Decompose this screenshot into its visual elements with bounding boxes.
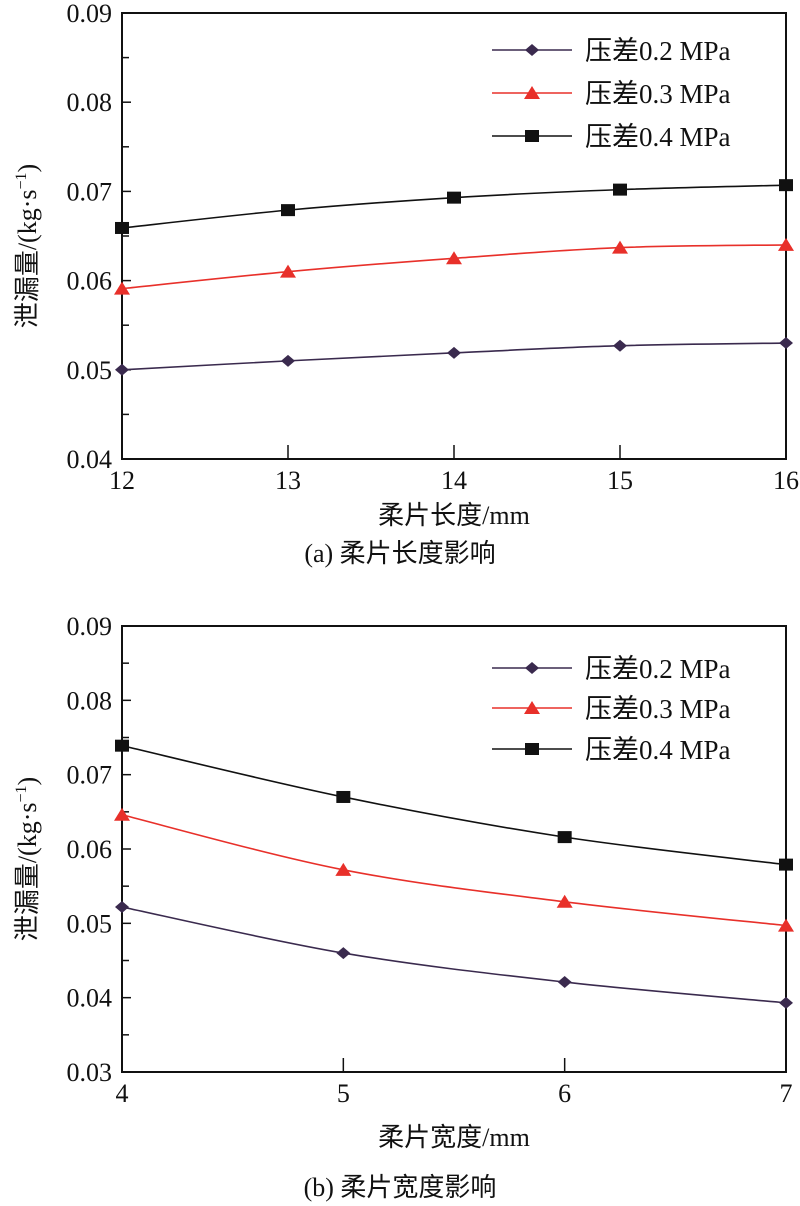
series-line (121, 814, 787, 927)
series-line (121, 184, 787, 229)
legend-marker (524, 86, 540, 99)
y-tick-label: 0.09 (67, 0, 113, 28)
legend-item: 压差0.4 MPa (492, 122, 731, 152)
legend-label: 压差0.2 MPa (585, 654, 731, 684)
data-point (336, 790, 351, 803)
y-axis-label: 泄漏量/(kg·s−1) (13, 777, 42, 941)
y-tick-label: 0.04 (67, 984, 113, 1013)
legend-label: 压差0.3 MPa (585, 79, 731, 109)
series-line (121, 744, 787, 866)
y-tick-label: 0.07 (67, 177, 113, 206)
data-point (557, 831, 572, 844)
legend-marker (525, 743, 539, 755)
legend-marker (525, 662, 539, 674)
data-point (779, 337, 793, 350)
y-tick-label: 0.07 (67, 761, 113, 790)
legend-marker (524, 701, 540, 714)
y-axis-label-main: 泄漏量/(kg·s (13, 803, 42, 942)
data-point (115, 739, 129, 752)
legend-marker (525, 130, 539, 142)
x-tick-label: 16 (773, 466, 799, 495)
data-point (779, 179, 793, 192)
data-point (115, 900, 129, 913)
legend-label: 压差0.3 MPa (585, 694, 731, 724)
series-triangle (114, 807, 794, 932)
plot-frame (121, 625, 787, 1073)
y-axis-label-sup: −1 (13, 785, 30, 802)
y-axis-label-main: 泄漏量/(kg·s (13, 190, 42, 329)
y-axis-label-close: ) (13, 777, 42, 786)
legend-item: 压差0.3 MPa (492, 694, 731, 724)
data-point (446, 251, 462, 265)
y-tick-label: 0.05 (67, 909, 113, 938)
x-axis-label: 柔片宽度/mm (378, 1123, 530, 1152)
y-axis-label: 泄漏量/(kg·s−1) (13, 164, 42, 328)
chart-a: 0.04 0.05 0.06 0.07 0.08 0.09 12 13 14 15 16 柔片长度/m… (13, 0, 799, 568)
y-tick-label: 0.06 (67, 835, 113, 864)
y-axis-label-close: ) (13, 164, 42, 173)
data-point (281, 204, 295, 217)
y-tick-label: 0.06 (67, 267, 113, 296)
data-point (778, 237, 794, 251)
data-point (613, 183, 627, 196)
data-point (115, 363, 129, 376)
legend-label: 压差0.4 MPa (585, 122, 731, 152)
data-point (447, 191, 461, 204)
series-square (115, 179, 793, 234)
legend-item: 压差0.2 MPa (492, 36, 731, 66)
data-point (612, 240, 628, 254)
legend-item: 压差0.4 MPa (492, 735, 731, 765)
data-point (557, 976, 572, 989)
data-point (779, 996, 793, 1009)
legend-label: 压差0.4 MPa (585, 735, 731, 765)
y-tick-label: 0.08 (67, 88, 113, 117)
series-line (121, 906, 787, 1004)
y-tick-label: 0.04 (67, 445, 113, 474)
data-point (114, 281, 130, 295)
figure-caption: (a) 柔片长度影响 (304, 539, 495, 568)
y-tick-label: 0.03 (67, 1058, 113, 1087)
data-point (613, 339, 627, 352)
x-tick-label: 6 (558, 1079, 571, 1108)
series-square (115, 739, 793, 871)
data-point (447, 346, 461, 359)
x-tick-label: 7 (780, 1079, 793, 1108)
legend-item: 压差0.3 MPa (492, 79, 731, 109)
legend-label: 压差0.2 MPa (585, 36, 731, 66)
y-tick-label: 0.09 (67, 612, 113, 641)
x-axis-label: 柔片长度/mm (378, 501, 530, 530)
data-point (115, 221, 129, 234)
y-tick-label: 0.05 (67, 356, 113, 385)
x-tick-label: 12 (109, 466, 135, 495)
data-point (336, 947, 351, 960)
figure-caption: (b) 柔片宽度影响 (304, 1173, 497, 1202)
data-point (779, 858, 793, 871)
x-tick-label: 13 (275, 466, 301, 495)
data-point (114, 807, 130, 821)
data-point (778, 918, 794, 932)
data-point (280, 264, 296, 278)
legend-marker (525, 44, 539, 56)
series-triangle (114, 237, 794, 295)
series-diamond (115, 337, 793, 376)
legend-item: 压差0.2 MPa (492, 654, 731, 684)
x-tick-label: 5 (337, 1079, 350, 1108)
data-point (281, 354, 295, 367)
y-axis-label-sup: −1 (13, 172, 30, 189)
y-tick-label: 0.08 (67, 686, 113, 715)
data-point (556, 894, 573, 908)
x-tick-label: 14 (441, 466, 467, 495)
x-tick-label: 4 (116, 1079, 129, 1108)
x-tick-label: 15 (607, 466, 633, 495)
data-point (335, 862, 352, 876)
chart-b: 0.03 0.04 0.05 0.06 0.07 0.08 0.09 4 5 6 7 柔片宽度/mm 泄… (13, 612, 794, 1202)
series-diamond (115, 900, 793, 1009)
